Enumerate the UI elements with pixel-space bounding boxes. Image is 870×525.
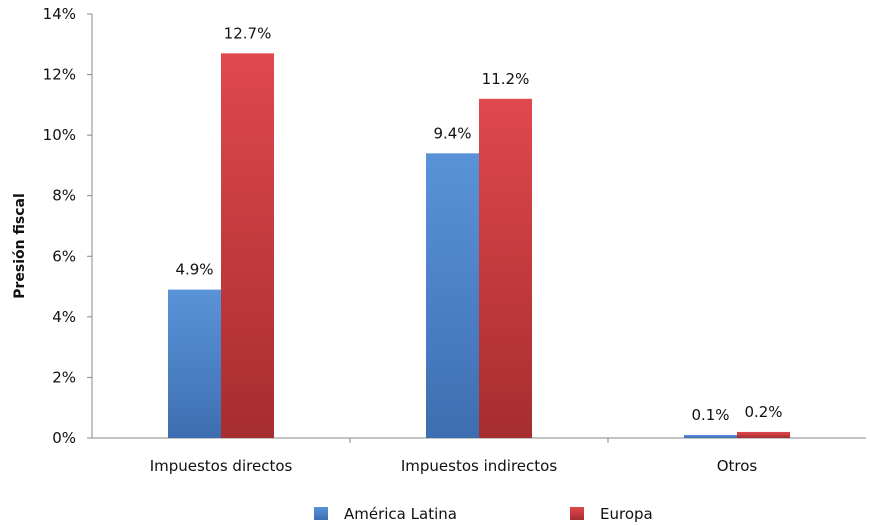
y-tick-label: 0% [52, 429, 76, 447]
bar-america-latina [426, 153, 479, 439]
legend: América Latina Europa [314, 505, 653, 523]
y-ticks: 0% 2% 4% 6% 8% 10% 12% 14% [43, 5, 92, 447]
x-tick-label: Impuestos directos [150, 457, 293, 475]
y-axis-label: Presión fiscal [12, 193, 28, 299]
y-tick-label: 10% [43, 126, 76, 144]
legend-swatch [570, 507, 584, 520]
bar-europa [737, 431, 790, 438]
y-tick-label: 12% [43, 66, 76, 84]
data-label: 0.2% [744, 403, 782, 421]
data-label: 9.4% [433, 124, 471, 142]
data-label: 12.7% [224, 24, 272, 42]
bars [168, 53, 790, 439]
x-ticks: Impuestos directos Impuestos indirectos Ot… [150, 438, 758, 475]
y-tick-label: 4% [52, 308, 76, 326]
bar-america-latina [684, 434, 737, 438]
y-tick-label: 6% [52, 247, 76, 265]
y-tick-label: 14% [43, 5, 76, 23]
bar-america-latina [168, 289, 221, 438]
legend-label: América Latina [344, 505, 457, 523]
data-labels: 4.9% 12.7% 9.4% 11.2% 0.1% 0.2% [175, 24, 782, 424]
x-tick-label: Otros [717, 457, 758, 475]
legend-label: Europa [600, 505, 653, 523]
bar-europa [221, 53, 274, 438]
data-label: 4.9% [175, 261, 213, 279]
bar-europa [479, 98, 532, 439]
y-tick-label: 2% [52, 368, 76, 386]
y-tick-label: 8% [52, 187, 76, 205]
data-label: 0.1% [691, 406, 729, 424]
legend-swatch [314, 507, 328, 520]
x-tick-label: Impuestos indirectos [401, 457, 557, 475]
data-label: 11.2% [482, 70, 530, 88]
